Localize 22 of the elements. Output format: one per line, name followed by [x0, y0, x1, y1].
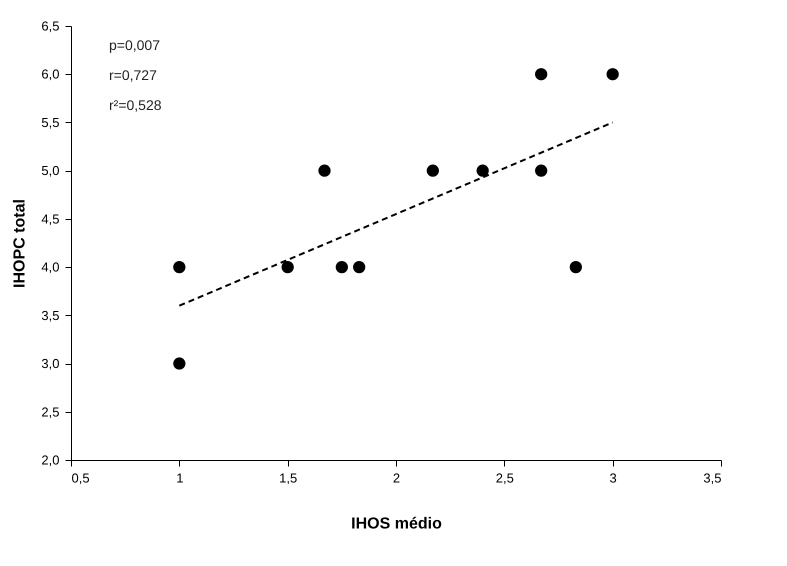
annotation: r=0,727 — [109, 67, 158, 83]
x-tick-label: 3 — [610, 470, 617, 486]
x-axis-title: IHOS médio — [351, 516, 442, 532]
y-tick-label: 2,0 — [41, 452, 60, 468]
x-tick-label: 0,5 — [72, 470, 90, 486]
annotation: r²=0,528 — [109, 97, 162, 113]
y-tick-label: 5,0 — [41, 163, 60, 178]
y-tick-label: 4,0 — [41, 260, 60, 275]
x-tick-label: 2 — [392, 470, 400, 486]
annotation: p=0,007 — [109, 37, 160, 53]
x-tick-label: 2,5 — [496, 470, 514, 486]
y-tick-label: 3,5 — [41, 308, 60, 323]
y-tick-label: 6,0 — [41, 66, 60, 82]
y-tick-label: 3,0 — [41, 356, 60, 372]
y-tick-label: 5,5 — [41, 114, 60, 130]
x-tick-label: 3,5 — [703, 470, 722, 486]
x-tick-label: 1 — [176, 470, 184, 486]
y-tick-label: 4,5 — [41, 211, 60, 226]
y-tick-label: 2,5 — [41, 404, 60, 420]
x-tick-label: 1,5 — [279, 470, 298, 486]
y-tick-label: 6,5 — [41, 18, 60, 34]
y-axis-title: IHOPC total — [11, 199, 28, 288]
